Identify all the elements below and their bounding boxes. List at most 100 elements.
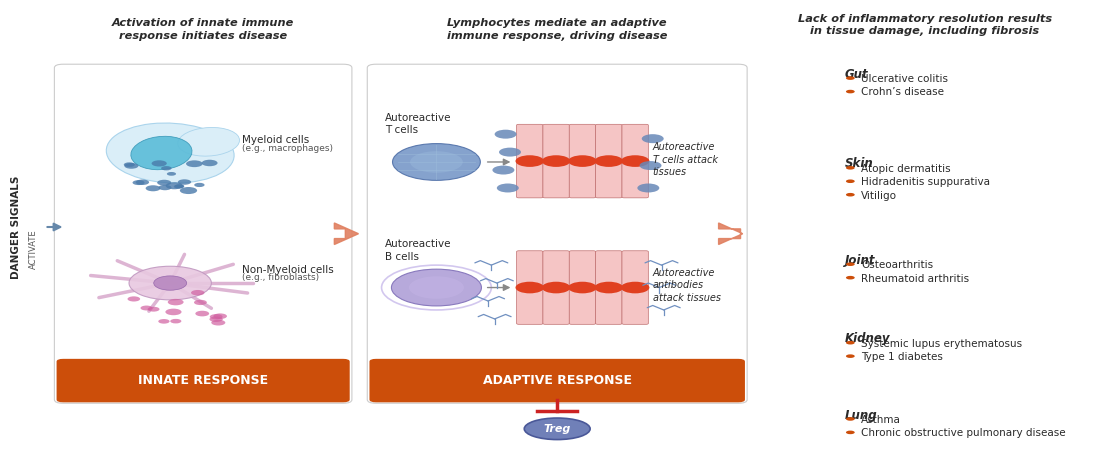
FancyBboxPatch shape — [595, 251, 622, 324]
Ellipse shape — [393, 143, 480, 180]
Circle shape — [621, 155, 649, 167]
Circle shape — [166, 182, 182, 189]
Circle shape — [846, 166, 855, 170]
Text: Asthma: Asthma — [862, 415, 901, 425]
Text: Activation of innate immune
response initiates disease: Activation of innate immune response ini… — [112, 19, 294, 41]
Circle shape — [211, 320, 225, 326]
Circle shape — [191, 290, 205, 296]
Circle shape — [846, 355, 855, 358]
Text: Osteoarthritis: Osteoarthritis — [862, 260, 933, 270]
Circle shape — [157, 180, 171, 186]
Ellipse shape — [525, 418, 590, 439]
Ellipse shape — [106, 123, 234, 183]
Text: Autoreactive
B cells: Autoreactive B cells — [385, 239, 451, 262]
Text: Autoreactive
antibodies
attack tissues: Autoreactive antibodies attack tissues — [652, 268, 721, 303]
Text: (e.g., fibroblasts): (e.g., fibroblasts) — [242, 273, 319, 282]
Circle shape — [516, 155, 544, 167]
Circle shape — [167, 172, 176, 176]
Circle shape — [499, 148, 521, 157]
Text: Non-Myeloid cells: Non-Myeloid cells — [242, 265, 333, 275]
Circle shape — [209, 314, 223, 319]
Text: Ulcerative colitis: Ulcerative colitis — [862, 74, 948, 84]
Ellipse shape — [129, 266, 211, 300]
Circle shape — [158, 319, 170, 324]
Circle shape — [186, 160, 203, 167]
Text: (e.g., macrophages): (e.g., macrophages) — [242, 143, 332, 153]
Circle shape — [846, 179, 855, 183]
Text: Joint: Joint — [845, 254, 875, 267]
Text: Skin: Skin — [845, 158, 874, 171]
Circle shape — [846, 276, 855, 280]
Circle shape — [175, 184, 185, 188]
Text: Autoreactive
T cells attack
tissues: Autoreactive T cells attack tissues — [652, 143, 717, 177]
Circle shape — [594, 155, 623, 167]
Circle shape — [145, 185, 160, 191]
FancyBboxPatch shape — [517, 124, 543, 198]
Text: Crohn’s disease: Crohn’s disease — [862, 88, 944, 98]
FancyBboxPatch shape — [622, 251, 648, 324]
Circle shape — [209, 316, 223, 322]
Ellipse shape — [178, 128, 239, 156]
Circle shape — [151, 160, 167, 167]
Circle shape — [846, 193, 855, 197]
FancyBboxPatch shape — [367, 64, 747, 403]
Circle shape — [638, 183, 659, 192]
Text: Type 1 diabetes: Type 1 diabetes — [862, 352, 943, 362]
FancyBboxPatch shape — [55, 64, 351, 403]
Circle shape — [641, 134, 664, 143]
Text: Systemic lupus erythematosus: Systemic lupus erythematosus — [862, 339, 1023, 349]
Ellipse shape — [131, 136, 192, 170]
Circle shape — [141, 306, 152, 311]
FancyBboxPatch shape — [595, 124, 622, 198]
Circle shape — [128, 296, 140, 301]
Ellipse shape — [392, 269, 481, 306]
Ellipse shape — [410, 151, 463, 173]
FancyBboxPatch shape — [543, 124, 570, 198]
Circle shape — [495, 130, 517, 138]
Circle shape — [161, 166, 171, 170]
FancyBboxPatch shape — [369, 359, 745, 402]
Circle shape — [173, 184, 184, 189]
Circle shape — [124, 163, 139, 169]
Circle shape — [201, 160, 217, 166]
Circle shape — [516, 282, 544, 293]
Text: Lack of inflammatory resolution results
in tissue damage, including fibrosis: Lack of inflammatory resolution results … — [798, 14, 1052, 36]
Circle shape — [214, 313, 227, 319]
FancyBboxPatch shape — [517, 251, 543, 324]
Text: Lymphocytes mediate an adaptive
immune response, driving disease: Lymphocytes mediate an adaptive immune r… — [446, 19, 667, 41]
FancyBboxPatch shape — [570, 124, 595, 198]
Text: Lung: Lung — [845, 409, 877, 422]
Circle shape — [492, 166, 515, 174]
Text: ACTIVATE: ACTIVATE — [29, 230, 38, 269]
FancyBboxPatch shape — [570, 251, 595, 324]
Circle shape — [846, 262, 855, 266]
Circle shape — [846, 430, 855, 434]
Text: Hidradenitis suppurativa: Hidradenitis suppurativa — [862, 177, 990, 187]
Circle shape — [542, 155, 571, 167]
Circle shape — [166, 309, 181, 315]
Circle shape — [195, 183, 205, 187]
Circle shape — [168, 299, 184, 306]
FancyBboxPatch shape — [57, 359, 350, 402]
FancyArrow shape — [718, 223, 743, 245]
FancyArrow shape — [335, 223, 358, 245]
Circle shape — [178, 179, 191, 185]
Text: ADAPTIVE RESPONSE: ADAPTIVE RESPONSE — [482, 374, 632, 387]
Circle shape — [568, 282, 596, 293]
Circle shape — [846, 76, 855, 80]
Ellipse shape — [408, 276, 464, 299]
Circle shape — [170, 319, 181, 323]
Circle shape — [497, 183, 519, 192]
Circle shape — [180, 187, 197, 194]
Circle shape — [846, 417, 855, 421]
Circle shape — [542, 282, 571, 293]
Circle shape — [148, 307, 160, 311]
Circle shape — [568, 155, 596, 167]
Text: Vitiligo: Vitiligo — [862, 191, 897, 201]
Circle shape — [159, 185, 171, 190]
Circle shape — [594, 282, 623, 293]
Text: Myeloid cells: Myeloid cells — [242, 134, 309, 144]
Circle shape — [640, 161, 661, 170]
Circle shape — [194, 300, 207, 305]
FancyBboxPatch shape — [543, 251, 570, 324]
